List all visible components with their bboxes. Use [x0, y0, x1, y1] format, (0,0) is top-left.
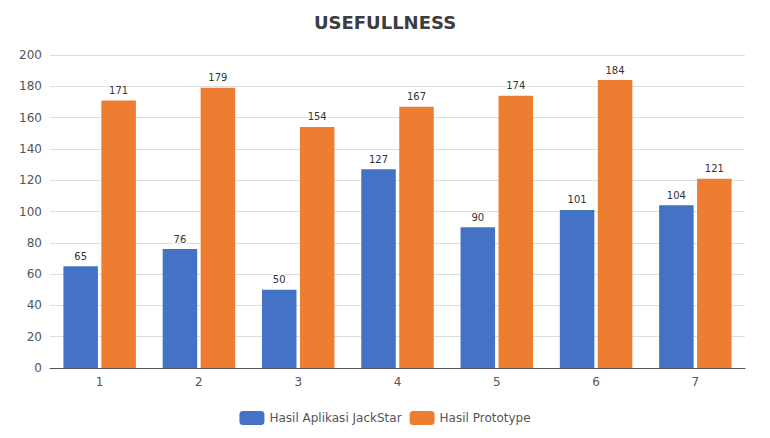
- svg-text:200: 200: [19, 48, 42, 62]
- svg-text:6: 6: [592, 375, 600, 389]
- svg-text:50: 50: [273, 274, 286, 285]
- svg-text:90: 90: [471, 212, 484, 223]
- svg-text:140: 140: [19, 142, 42, 156]
- svg-text:Hasil Aplikasi JackStar: Hasil Aplikasi JackStar: [269, 411, 401, 425]
- svg-text:7: 7: [692, 375, 700, 389]
- svg-text:184: 184: [606, 65, 625, 76]
- svg-text:60: 60: [27, 267, 42, 281]
- svg-text:5: 5: [493, 375, 501, 389]
- svg-text:4: 4: [394, 375, 402, 389]
- svg-text:180: 180: [19, 79, 42, 93]
- svg-text:101: 101: [568, 194, 587, 205]
- svg-text:160: 160: [19, 111, 42, 125]
- svg-text:121: 121: [705, 163, 724, 174]
- svg-text:2: 2: [195, 375, 203, 389]
- svg-text:120: 120: [19, 173, 42, 187]
- svg-text:174: 174: [506, 80, 525, 91]
- svg-text:104: 104: [667, 190, 686, 201]
- svg-text:20: 20: [27, 330, 42, 344]
- svg-text:Hasil Prototype: Hasil Prototype: [440, 411, 531, 425]
- svg-text:80: 80: [27, 236, 42, 250]
- svg-text:100: 100: [19, 205, 42, 219]
- svg-text:154: 154: [308, 111, 327, 122]
- svg-text:171: 171: [109, 85, 128, 96]
- svg-text:179: 179: [208, 72, 227, 83]
- svg-text:0: 0: [34, 361, 42, 375]
- svg-text:40: 40: [27, 298, 42, 312]
- svg-text:127: 127: [369, 154, 388, 165]
- svg-text:3: 3: [294, 375, 302, 389]
- svg-text:167: 167: [407, 91, 426, 102]
- svg-text:USEFULLNESS: USEFULLNESS: [314, 12, 456, 33]
- svg-text:76: 76: [174, 234, 187, 245]
- svg-text:1: 1: [96, 375, 104, 389]
- svg-text:65: 65: [74, 251, 87, 262]
